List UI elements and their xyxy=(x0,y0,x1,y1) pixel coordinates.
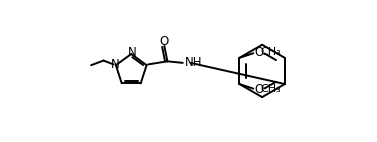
Text: CH₃: CH₃ xyxy=(260,47,281,58)
Text: O: O xyxy=(255,83,264,96)
Text: CH₃: CH₃ xyxy=(260,84,281,94)
Text: O: O xyxy=(255,46,264,59)
Text: N: N xyxy=(111,58,120,71)
Text: NH: NH xyxy=(185,56,202,69)
Text: O: O xyxy=(160,35,169,48)
Text: N: N xyxy=(128,46,136,59)
